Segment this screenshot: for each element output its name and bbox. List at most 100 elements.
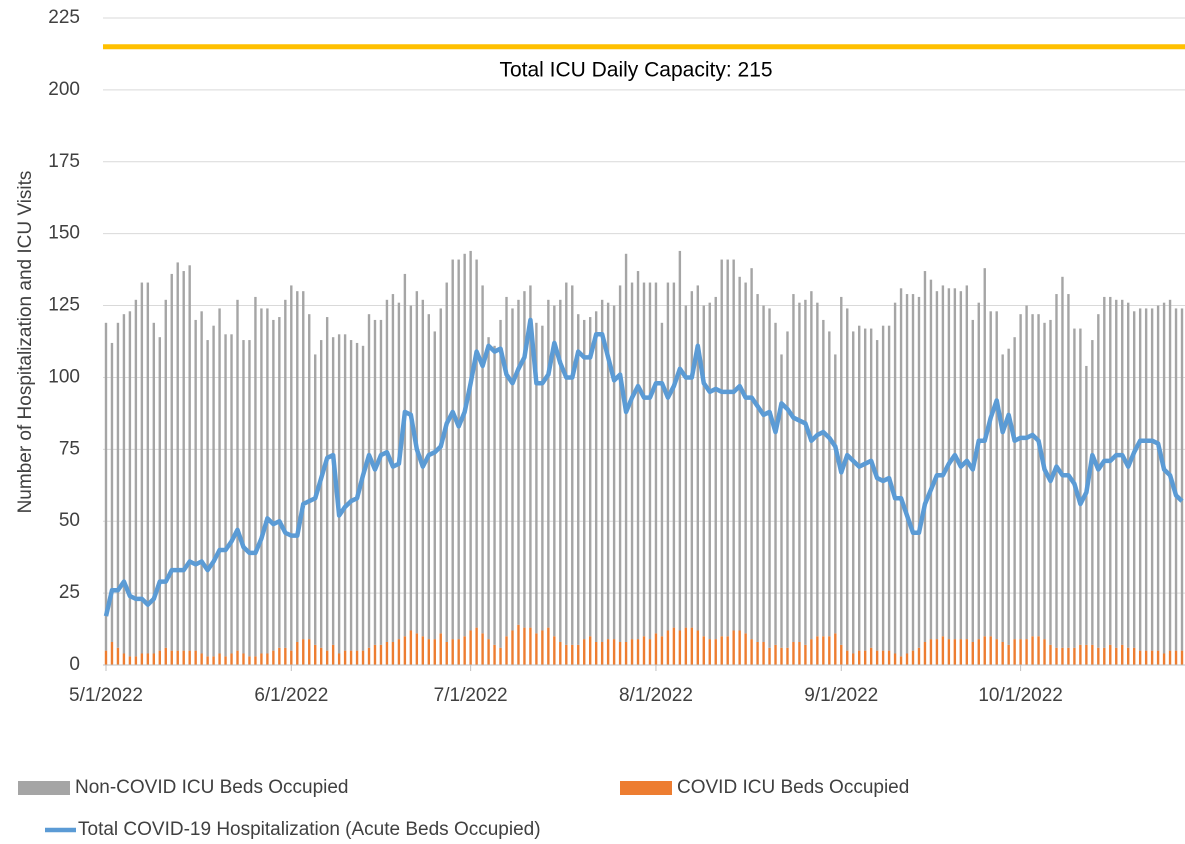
bar: [445, 282, 448, 642]
bar: [337, 653, 341, 665]
bar: [834, 633, 837, 665]
bar: [1091, 644, 1094, 665]
bar: [319, 647, 323, 665]
bar: [433, 639, 436, 665]
bar: [397, 639, 401, 665]
bar: [792, 641, 795, 665]
bar: [810, 639, 813, 665]
bar: [666, 282, 670, 631]
bar: [242, 653, 245, 665]
bar: [146, 282, 150, 654]
bar: [110, 641, 114, 665]
bar: [493, 644, 496, 665]
bar: [852, 653, 855, 665]
bar: [840, 644, 843, 665]
bar: [499, 647, 502, 665]
bar: [941, 636, 945, 665]
bar: [439, 633, 442, 665]
bar: [260, 653, 263, 665]
bar: [905, 294, 909, 654]
bar: [983, 268, 986, 637]
bar: [606, 302, 610, 640]
bar: [1091, 340, 1094, 645]
bar: [218, 308, 221, 654]
bar: [248, 656, 251, 665]
bar: [158, 650, 161, 665]
bar: [816, 302, 819, 637]
bar: [618, 285, 622, 642]
bar: [188, 650, 191, 665]
bar: [917, 296, 921, 648]
bar: [1127, 302, 1130, 648]
bar: [373, 319, 377, 645]
bar: [816, 636, 819, 665]
bar: [858, 650, 861, 665]
bar: [738, 630, 741, 665]
bar: [1138, 308, 1142, 651]
bar: [953, 288, 957, 640]
bar: [726, 636, 729, 665]
bar: [451, 639, 454, 665]
bar: [457, 259, 460, 640]
bar: [361, 650, 365, 665]
bar: [517, 624, 520, 665]
bar: [505, 296, 508, 637]
bar: [308, 639, 311, 665]
bar: [989, 636, 992, 665]
y-tick-label: 50: [59, 510, 80, 531]
bar: [529, 627, 532, 665]
bar: [128, 311, 132, 657]
bar: [834, 354, 837, 634]
bar: [367, 314, 371, 648]
bar: [708, 302, 711, 640]
bar: [200, 311, 203, 654]
bar: [971, 319, 974, 642]
bar: [618, 641, 622, 665]
bar: [421, 636, 425, 665]
bar: [588, 317, 592, 637]
bar: [1001, 354, 1004, 642]
bar: [1097, 647, 1100, 665]
bar: [284, 299, 287, 648]
x-tick-label: 8/1/2022: [619, 685, 693, 706]
bar: [451, 259, 454, 640]
bar: [523, 627, 526, 665]
bar: [678, 250, 682, 631]
bar: [122, 653, 126, 665]
bar: [427, 639, 430, 665]
bar: [911, 294, 915, 651]
bar: [762, 641, 765, 665]
bar: [349, 340, 353, 651]
bar: [1025, 639, 1028, 665]
bar: [409, 630, 413, 665]
bar: [732, 259, 735, 631]
bar: [182, 271, 185, 651]
bar: [583, 319, 586, 640]
bar: [1144, 308, 1148, 651]
bar: [403, 636, 407, 665]
bar: [206, 656, 209, 665]
bar: [893, 302, 897, 654]
bar: [481, 285, 484, 634]
bar: [678, 630, 682, 665]
bar: [571, 285, 574, 645]
bar: [194, 319, 197, 651]
bar: [684, 627, 688, 665]
bar: [648, 639, 652, 665]
y-tick-label: 150: [48, 223, 80, 244]
bar: [660, 322, 664, 637]
bar: [1079, 328, 1082, 645]
bar: [887, 325, 891, 651]
bar: [588, 636, 592, 665]
bar: [780, 647, 783, 665]
bar: [1085, 644, 1088, 665]
y-tick-label: 225: [48, 7, 80, 28]
bar: [403, 273, 407, 637]
bar: [828, 331, 831, 637]
bar: [869, 328, 873, 648]
bar: [290, 650, 293, 665]
legend-label: COVID ICU Beds Occupied: [677, 777, 909, 798]
bar: [1132, 311, 1136, 648]
bar: [379, 644, 383, 665]
bar: [624, 641, 628, 665]
